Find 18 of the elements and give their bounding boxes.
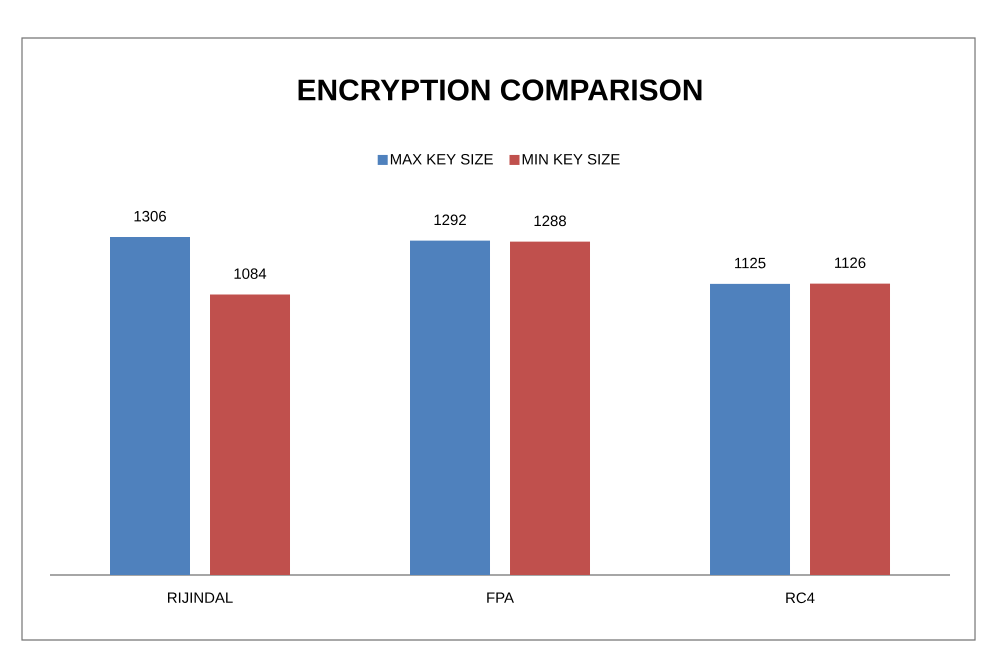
legend-label: MIN KEY SIZE [522, 154, 620, 165]
bar [710, 284, 790, 575]
bar [110, 236, 190, 575]
data-label: 1306 [134, 210, 166, 222]
data-label: 1126 [835, 257, 866, 268]
data-label: 1292 [434, 214, 466, 226]
bar [210, 294, 290, 575]
chart-title: ENCRYPTION COMPARISON [298, 79, 702, 101]
data-label: 1125 [735, 258, 766, 268]
data-label: 1084 [234, 268, 266, 279]
x-tick-label: RC4 [786, 592, 815, 604]
legend-label: MAX KEY SIZE [390, 154, 493, 165]
bar [410, 240, 490, 575]
bar [510, 242, 590, 575]
x-tick-label: FPA [487, 592, 514, 603]
x-tick-label: RIJINDAL [168, 592, 233, 603]
data-label: 1288 [534, 216, 566, 226]
bar [810, 284, 890, 575]
